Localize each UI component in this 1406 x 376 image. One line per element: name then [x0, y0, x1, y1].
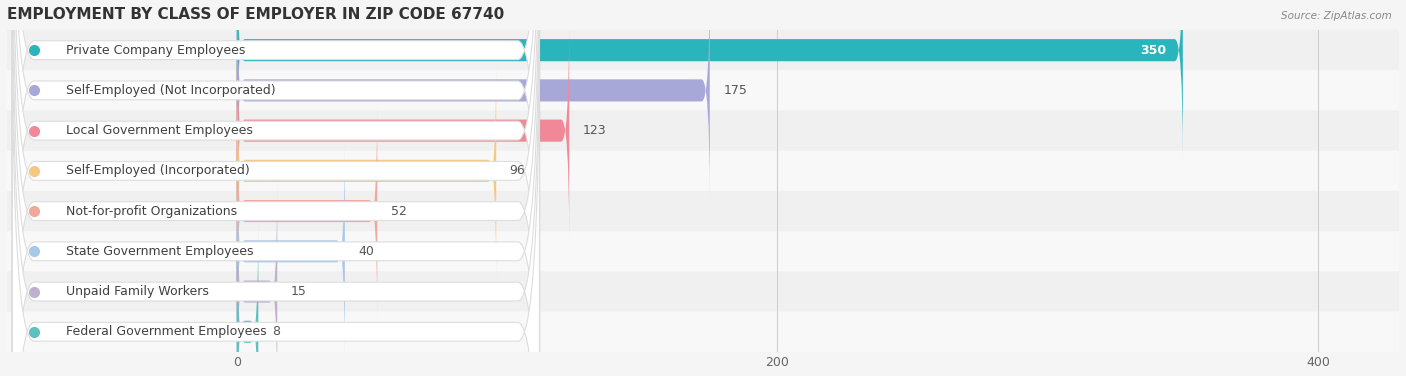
Text: 52: 52 — [391, 205, 406, 218]
FancyBboxPatch shape — [7, 271, 1399, 312]
FancyBboxPatch shape — [236, 222, 259, 376]
Text: 15: 15 — [291, 285, 307, 298]
FancyBboxPatch shape — [7, 191, 1399, 231]
Text: Federal Government Employees: Federal Government Employees — [66, 325, 267, 338]
Text: Self-Employed (Not Incorporated): Self-Employed (Not Incorporated) — [66, 84, 276, 97]
FancyBboxPatch shape — [236, 21, 569, 240]
FancyBboxPatch shape — [7, 70, 1399, 111]
FancyBboxPatch shape — [7, 151, 1399, 191]
Text: 350: 350 — [1140, 44, 1167, 57]
Text: Local Government Employees: Local Government Employees — [66, 124, 253, 137]
FancyBboxPatch shape — [236, 0, 710, 200]
Text: 175: 175 — [723, 84, 747, 97]
FancyBboxPatch shape — [13, 0, 540, 376]
FancyBboxPatch shape — [7, 312, 1399, 352]
FancyBboxPatch shape — [7, 231, 1399, 271]
Text: Not-for-profit Organizations: Not-for-profit Organizations — [66, 205, 238, 218]
FancyBboxPatch shape — [13, 0, 540, 376]
Text: 40: 40 — [359, 245, 374, 258]
FancyBboxPatch shape — [13, 0, 540, 376]
Text: Private Company Employees: Private Company Employees — [66, 44, 246, 57]
FancyBboxPatch shape — [7, 111, 1399, 151]
FancyBboxPatch shape — [13, 0, 540, 376]
FancyBboxPatch shape — [236, 61, 496, 280]
FancyBboxPatch shape — [13, 0, 540, 376]
Text: 8: 8 — [271, 325, 280, 338]
FancyBboxPatch shape — [236, 142, 344, 361]
Text: Self-Employed (Incorporated): Self-Employed (Incorporated) — [66, 164, 250, 177]
FancyBboxPatch shape — [236, 182, 277, 376]
Text: Unpaid Family Workers: Unpaid Family Workers — [66, 285, 209, 298]
Text: 123: 123 — [582, 124, 606, 137]
FancyBboxPatch shape — [13, 0, 540, 376]
Text: Source: ZipAtlas.com: Source: ZipAtlas.com — [1281, 11, 1392, 21]
FancyBboxPatch shape — [236, 102, 377, 321]
FancyBboxPatch shape — [13, 0, 540, 362]
Text: State Government Employees: State Government Employees — [66, 245, 254, 258]
FancyBboxPatch shape — [7, 30, 1399, 70]
Text: 96: 96 — [510, 164, 526, 177]
Text: EMPLOYMENT BY CLASS OF EMPLOYER IN ZIP CODE 67740: EMPLOYMENT BY CLASS OF EMPLOYER IN ZIP C… — [7, 7, 505, 22]
FancyBboxPatch shape — [13, 19, 540, 376]
FancyBboxPatch shape — [236, 0, 1182, 160]
